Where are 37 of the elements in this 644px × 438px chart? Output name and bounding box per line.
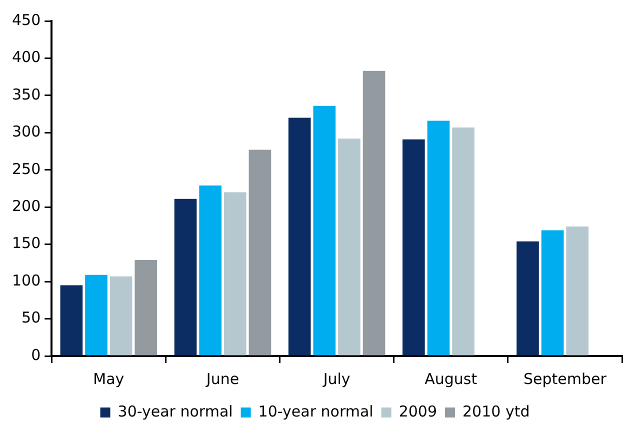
legend-label: 10-year normal: [258, 402, 374, 420]
bar: [362, 70, 386, 356]
y-tick-label: 150: [12, 234, 41, 252]
bar: [248, 150, 272, 356]
bar: [199, 186, 222, 356]
y-tick-label: 350: [12, 85, 41, 104]
x-tick-label: June: [205, 370, 240, 388]
y-tick-label: 50: [22, 308, 41, 327]
bar: [541, 230, 564, 356]
bar: [402, 139, 425, 356]
x-tick-label: September: [524, 370, 608, 388]
legend-label: 30-year normal: [118, 402, 233, 420]
y-tick-label: 450: [12, 10, 41, 29]
y-tick-label: 0: [31, 346, 41, 364]
bar: [174, 198, 197, 356]
bar: [85, 274, 108, 356]
legend-label: 2009: [398, 402, 438, 420]
y-tick-label: 250: [12, 160, 41, 178]
y-tick-label: 300: [12, 122, 41, 141]
legend-label: 2010 ytd: [462, 402, 530, 420]
bar: [516, 241, 539, 356]
bar: [452, 127, 474, 356]
x-tick-label: May: [93, 370, 124, 388]
bar: [288, 118, 311, 356]
bar: [313, 106, 336, 356]
y-tick-label: 100: [12, 271, 41, 290]
x-tick-label: July: [322, 370, 350, 388]
bar: [60, 285, 83, 356]
bar: [110, 276, 132, 356]
bar: [427, 120, 450, 356]
y-tick-label: 400: [12, 48, 41, 66]
y-tick-label: 200: [12, 197, 41, 215]
x-tick-label: August: [424, 370, 478, 388]
bar: [134, 260, 158, 356]
bar: [224, 192, 246, 356]
bar: [338, 138, 360, 356]
bar: [566, 226, 589, 356]
